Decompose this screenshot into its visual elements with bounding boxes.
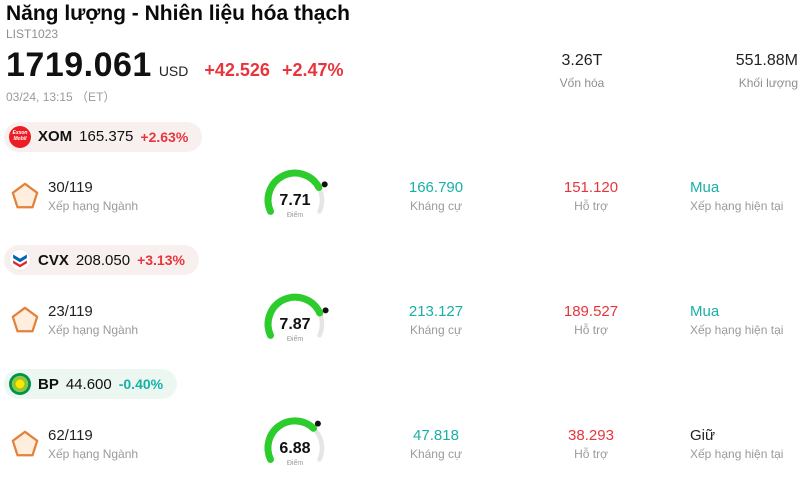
- industry-rank: 30/119 Xếp hạng Ngành: [48, 179, 234, 213]
- rating-value: Mua: [690, 178, 720, 196]
- resistance-cell: 213.127 Kháng cự: [356, 303, 516, 337]
- rank-value: 30/119: [48, 178, 93, 196]
- bp-logo-icon: [9, 373, 31, 395]
- score-gauge: 7.87 Điểm: [247, 288, 343, 352]
- score-unit-label: Điểm: [286, 460, 304, 467]
- rank-value: 23/119: [48, 303, 93, 320]
- support-label: Hỗ trợ: [574, 447, 608, 461]
- resistance-cell: 166.790 Kháng cự: [356, 179, 516, 213]
- volume-stat: 551.88M Khối lượng: [676, 52, 798, 90]
- stock-row-xom[interactable]: Exxon Mobil XOM 165.375 +2.63% 30/119 Xế…: [0, 114, 800, 238]
- currency-label: USD: [158, 63, 189, 79]
- ticker: CVX: [38, 251, 69, 269]
- stock-change-pct: -0.40%: [118, 376, 164, 392]
- score-gauge: 7.71 Điểm: [247, 164, 343, 228]
- rank-label: Xếp hạng Ngành: [48, 447, 139, 461]
- stock-change-pct: +2.63%: [140, 128, 189, 145]
- score-value: 6.88: [279, 440, 311, 457]
- rating-cell: Mua Xếp hạng hiện tại: [690, 303, 800, 337]
- index-price: 1719.061: [6, 46, 152, 84]
- score-gauge-arc: [264, 417, 325, 463]
- support-label: Hỗ trợ: [574, 323, 608, 337]
- stock-price: 44.600: [65, 375, 112, 393]
- industry-rank-icon: [11, 182, 39, 209]
- score-gauge: 6.88 Điểm: [247, 412, 343, 476]
- score-gauge-arc: [264, 169, 328, 215]
- stock-pill-bp[interactable]: BP 44.600 -0.40%: [4, 369, 178, 399]
- market-cap-stat: 3.26T Vốn hóa: [512, 52, 652, 90]
- stock-row-bp[interactable]: BP 44.600 -0.40% 62/119 Xếp hạng Ngành 6…: [0, 362, 800, 486]
- market-cap-label: Vốn hóa: [559, 76, 605, 90]
- index-header: Năng lượng - Nhiên liệu hóa thạch LIST10…: [0, 0, 800, 114]
- resistance-label: Kháng cự: [409, 447, 463, 461]
- support-value: 38.293: [568, 427, 614, 444]
- rating-cell: Giữ Xếp hạng hiện tại: [690, 427, 800, 461]
- industry-rank: 23/119 Xếp hạng Ngành: [48, 303, 234, 337]
- stock-pill-cvx[interactable]: CVX 208.050 +3.13%: [4, 245, 199, 275]
- rating-label: Xếp hạng hiện tại: [690, 447, 784, 461]
- score-value: 7.87: [279, 316, 311, 333]
- list-id: LIST1023: [6, 27, 59, 41]
- index-change: +42.526: [204, 60, 270, 80]
- score-value: 7.71: [279, 191, 311, 209]
- stock-row-cvx[interactable]: CVX 208.050 +3.13% 23/119 Xếp hạng Ngành…: [0, 238, 800, 362]
- ticker: BP: [38, 375, 59, 393]
- rating-label: Xếp hạng hiện tại: [690, 323, 784, 337]
- volume-label: Khối lượng: [738, 76, 798, 90]
- xom-logo-icon: Exxon Mobil: [9, 125, 31, 148]
- stock-price: 165.375: [79, 128, 134, 146]
- stock-pill-xom[interactable]: Exxon Mobil XOM 165.375 +2.63%: [4, 121, 203, 152]
- volume-value: 551.88M: [735, 52, 798, 69]
- stock-price: 208.050: [75, 251, 131, 269]
- resistance-label: Kháng cự: [409, 323, 463, 337]
- rank-label: Xếp hạng Ngành: [48, 198, 139, 213]
- ticker: XOM: [38, 128, 73, 146]
- industry-rank-icon: [11, 306, 39, 333]
- quote-timestamp: 03/24, 13:15 （ET）: [6, 90, 116, 104]
- support-value: 151.120: [563, 178, 619, 196]
- support-label: Hỗ trợ: [574, 198, 608, 213]
- rating-value: Mua: [690, 303, 720, 320]
- score-unit-label: Điểm: [286, 211, 304, 219]
- score-unit-label: Điểm: [286, 336, 304, 343]
- support-cell: 38.293 Hỗ trợ: [516, 427, 666, 461]
- support-cell: 189.527 Hỗ trợ: [516, 303, 666, 337]
- score-gauge-arc: [264, 293, 329, 339]
- stock-change-pct: +3.13%: [137, 252, 185, 268]
- resistance-label: Kháng cự: [409, 198, 463, 213]
- rating-label: Xếp hạng hiện tại: [690, 198, 784, 213]
- resistance-value: 47.818: [413, 427, 459, 444]
- industry-rank-icon: [11, 430, 39, 457]
- page-title: Năng lượng - Nhiên liệu hóa thạch: [6, 2, 350, 25]
- industry-rank: 62/119 Xếp hạng Ngành: [48, 427, 234, 461]
- resistance-cell: 47.818 Kháng cự: [356, 427, 516, 461]
- cvx-logo-icon: [9, 249, 31, 271]
- resistance-value: 213.127: [408, 303, 464, 320]
- market-cap-value: 3.26T: [561, 52, 603, 69]
- support-value: 189.527: [563, 303, 619, 320]
- index-change-pct: +2.47%: [281, 60, 344, 80]
- rank-value: 62/119: [48, 427, 93, 444]
- resistance-value: 166.790: [408, 178, 464, 196]
- rank-label: Xếp hạng Ngành: [48, 323, 139, 337]
- rating-cell: Mua Xếp hạng hiện tại: [690, 179, 800, 213]
- support-cell: 151.120 Hỗ trợ: [516, 179, 666, 213]
- rating-value: Giữ: [690, 427, 716, 444]
